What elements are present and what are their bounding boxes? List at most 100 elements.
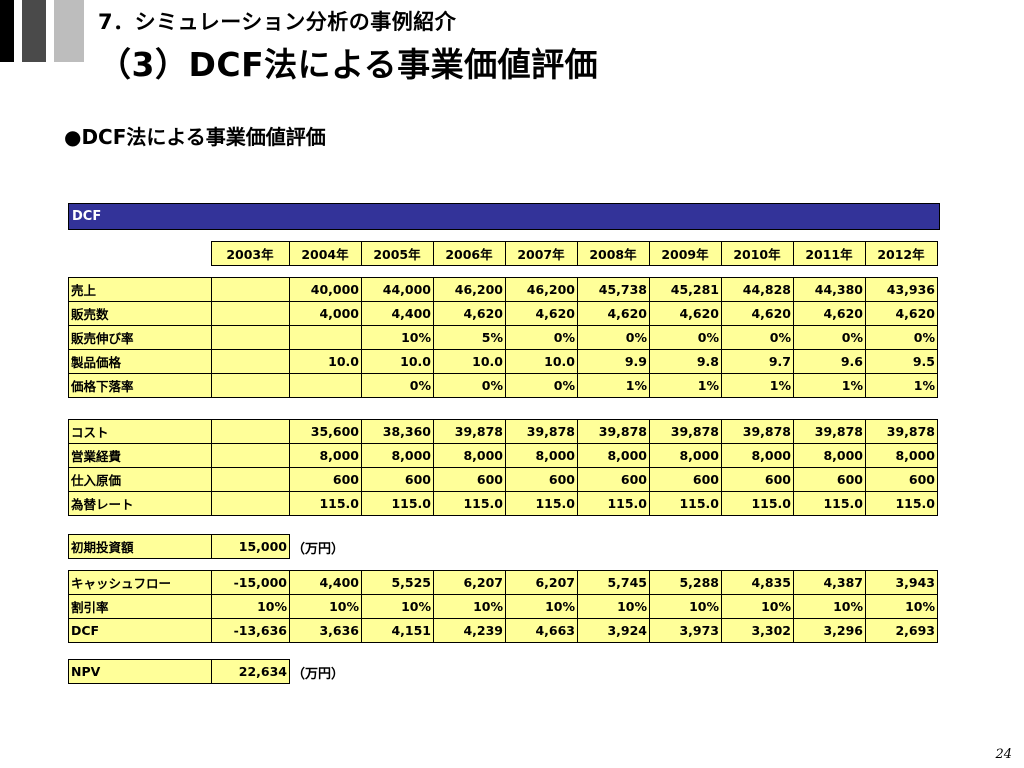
value-cell: 0% [433,373,506,398]
value-cell: 1% [721,373,794,398]
section-heading: ●DCF法による事業価値評価 [64,125,326,149]
value-cell: 46,200 [505,277,578,302]
value-cell [211,277,290,302]
value-cell: 0% [361,373,434,398]
value-cell: 115.0 [505,491,578,516]
value-cell: 39,878 [577,419,650,444]
value-cell: 5,525 [361,570,434,595]
value-cell: 39,878 [721,419,794,444]
value-cell: 600 [721,467,794,492]
value-cell: 35,600 [289,419,362,444]
table-row: 為替レート 115.0 115.0 115.0 115.0 115.0 115.0 115.0… [68,491,938,516]
value-cell: 115.0 [577,491,650,516]
value-cell: 4,620 [649,301,722,326]
value-cell: 4,387 [793,570,866,595]
value-cell: 10% [505,594,578,619]
year-header-cell: 2003年 [210,241,290,266]
year-header-cell: 2005年 [360,241,434,266]
value-cell: 600 [865,467,938,492]
year-header-cell: 2011年 [792,241,866,266]
value-cell: 9.9 [577,349,650,374]
year-header-cell: 2006年 [432,241,506,266]
value-cell [211,325,290,350]
npv-label: NPV [68,659,212,684]
row-label: コスト [68,419,212,444]
value-cell: 44,000 [361,277,434,302]
value-cell: 115.0 [361,491,434,516]
value-cell: 6,207 [505,570,578,595]
cashflow-block-table: キャッシュフロー -15,000 4,400 5,525 6,207 6,207 5,745… [68,570,938,643]
table-row: 製品価格 10.0 10.0 10.0 10.0 9.9 9.8 9.7 9.6 9.5 [68,349,938,374]
cost-block-table: コスト 35,600 38,360 39,878 39,878 39,878 39,878 3… [68,419,938,516]
row-label: 売上 [68,277,212,302]
years-row: 2003年 2004年 2005年 2006年 2007年 2008年 2009年 2010年… [68,241,938,266]
value-cell: 1% [865,373,938,398]
value-cell: 39,878 [505,419,578,444]
sales-block-table: 売上 40,000 44,000 46,200 46,200 45,738 45,281 44… [68,277,938,398]
initial-investment-unit: （万円） [292,542,345,557]
value-cell: 4,400 [289,570,362,595]
value-cell: 10% [433,594,506,619]
value-cell: 3,943 [865,570,938,595]
value-cell: 4,620 [433,301,506,326]
year-header-cell: 2008年 [576,241,650,266]
value-cell [211,301,290,326]
value-cell: 40,000 [289,277,362,302]
value-cell: 0% [505,325,578,350]
year-header-cell: 2012年 [864,241,938,266]
value-cell: -13,636 [211,618,290,643]
years-header-spacer [68,242,211,266]
value-cell: 4,151 [361,618,434,643]
value-cell: 4,663 [505,618,578,643]
table-row: 営業経費 8,000 8,000 8,000 8,000 8,000 8,000 8,000 8… [68,443,938,468]
value-cell [289,325,362,350]
value-cell: 3,973 [649,618,722,643]
npv-unit: （万円） [292,667,345,682]
value-cell: 9.5 [865,349,938,374]
value-cell: 10% [289,594,362,619]
value-cell: 9.6 [793,349,866,374]
table-row: コスト 35,600 38,360 39,878 39,878 39,878 39,878 3… [68,419,938,444]
value-cell: 45,738 [577,277,650,302]
cashflow-block: キャッシュフロー -15,000 4,400 5,525 6,207 6,207 5,745… [68,570,938,643]
value-cell: 10% [649,594,722,619]
value-cell: 115.0 [649,491,722,516]
value-cell: 115.0 [433,491,506,516]
value-cell: 3,636 [289,618,362,643]
value-cell: 0% [505,373,578,398]
years-header-table: 2003年 2004年 2005年 2006年 2007年 2008年 2009年 2010年… [68,241,938,266]
table-row: キャッシュフロー -15,000 4,400 5,525 6,207 6,207 5,745… [68,570,938,595]
dcf-spreadsheet: DCF 2003年 2004年 2005年 2006年 2007年 2008年 2009年 2… [68,203,940,684]
value-cell: 8,000 [649,443,722,468]
row-label: 価格下落率 [68,373,212,398]
slide-title: （3）DCF法による事業価値評価 [98,45,599,84]
decor-bar-dark-gray [22,0,46,62]
value-cell: 6,207 [433,570,506,595]
value-cell: 0% [721,325,794,350]
table-row: 売上 40,000 44,000 46,200 46,200 45,738 45,281 44… [68,277,938,302]
value-cell [211,373,290,398]
value-cell: 5,288 [649,570,722,595]
value-cell [211,443,290,468]
value-cell: 4,620 [793,301,866,326]
sheet-title-bar: DCF [68,203,940,230]
value-cell: 3,302 [721,618,794,643]
initial-investment-table: 初期投資額 15,000 [68,534,290,559]
value-cell: 39,878 [433,419,506,444]
value-cell: 115.0 [721,491,794,516]
value-cell: 10% [793,594,866,619]
initial-investment-label: 初期投資額 [68,534,212,559]
value-cell: 10.0 [433,349,506,374]
value-cell: 115.0 [865,491,938,516]
value-cell: 46,200 [433,277,506,302]
value-cell: 1% [649,373,722,398]
row-label: 割引率 [68,594,212,619]
table-row: 価格下落率 0% 0% 0% 1% 1% 1% 1% 1% [68,373,938,398]
value-cell: 115.0 [793,491,866,516]
value-cell: 44,828 [721,277,794,302]
value-cell: 8,000 [289,443,362,468]
value-cell: 9.7 [721,349,794,374]
value-cell: 0% [865,325,938,350]
initial-investment-value: 15,000 [211,534,290,559]
value-cell: 8,000 [577,443,650,468]
